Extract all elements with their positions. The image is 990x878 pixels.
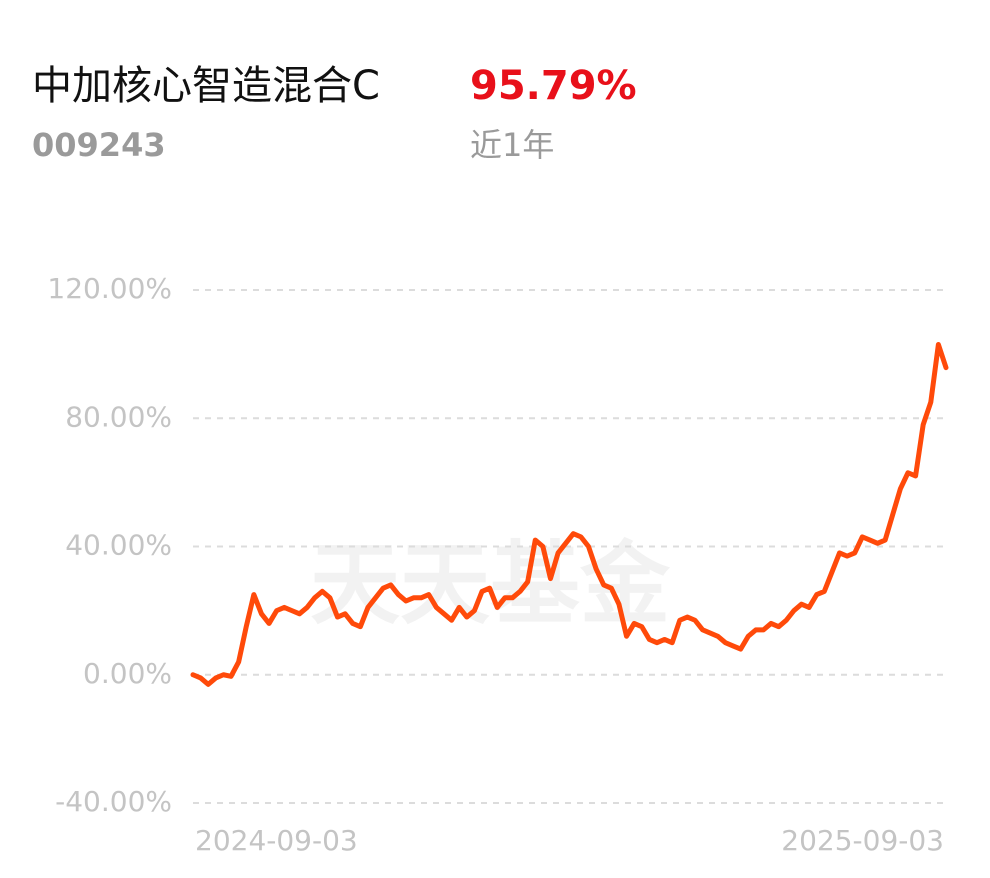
y-tick-label: 40.00% <box>65 529 172 562</box>
x-tick-label: 2024-09-03 <box>195 824 358 857</box>
period: 近1年 <box>470 126 554 164</box>
y-tick-label: 80.00% <box>65 400 172 433</box>
fund-code: 009243 <box>32 126 166 164</box>
x-tick-label: 2025-09-03 <box>781 824 944 857</box>
y-tick-label: -40.00% <box>55 785 172 818</box>
y-tick-label: 0.00% <box>83 657 172 690</box>
watermark: 天天基金 <box>310 532 671 637</box>
y-tick-label: 120.00% <box>47 272 172 305</box>
line-series <box>190 342 949 687</box>
return-value: 95.79% <box>470 63 637 109</box>
chart-title: 中加核心智造混合C <box>32 63 380 109</box>
